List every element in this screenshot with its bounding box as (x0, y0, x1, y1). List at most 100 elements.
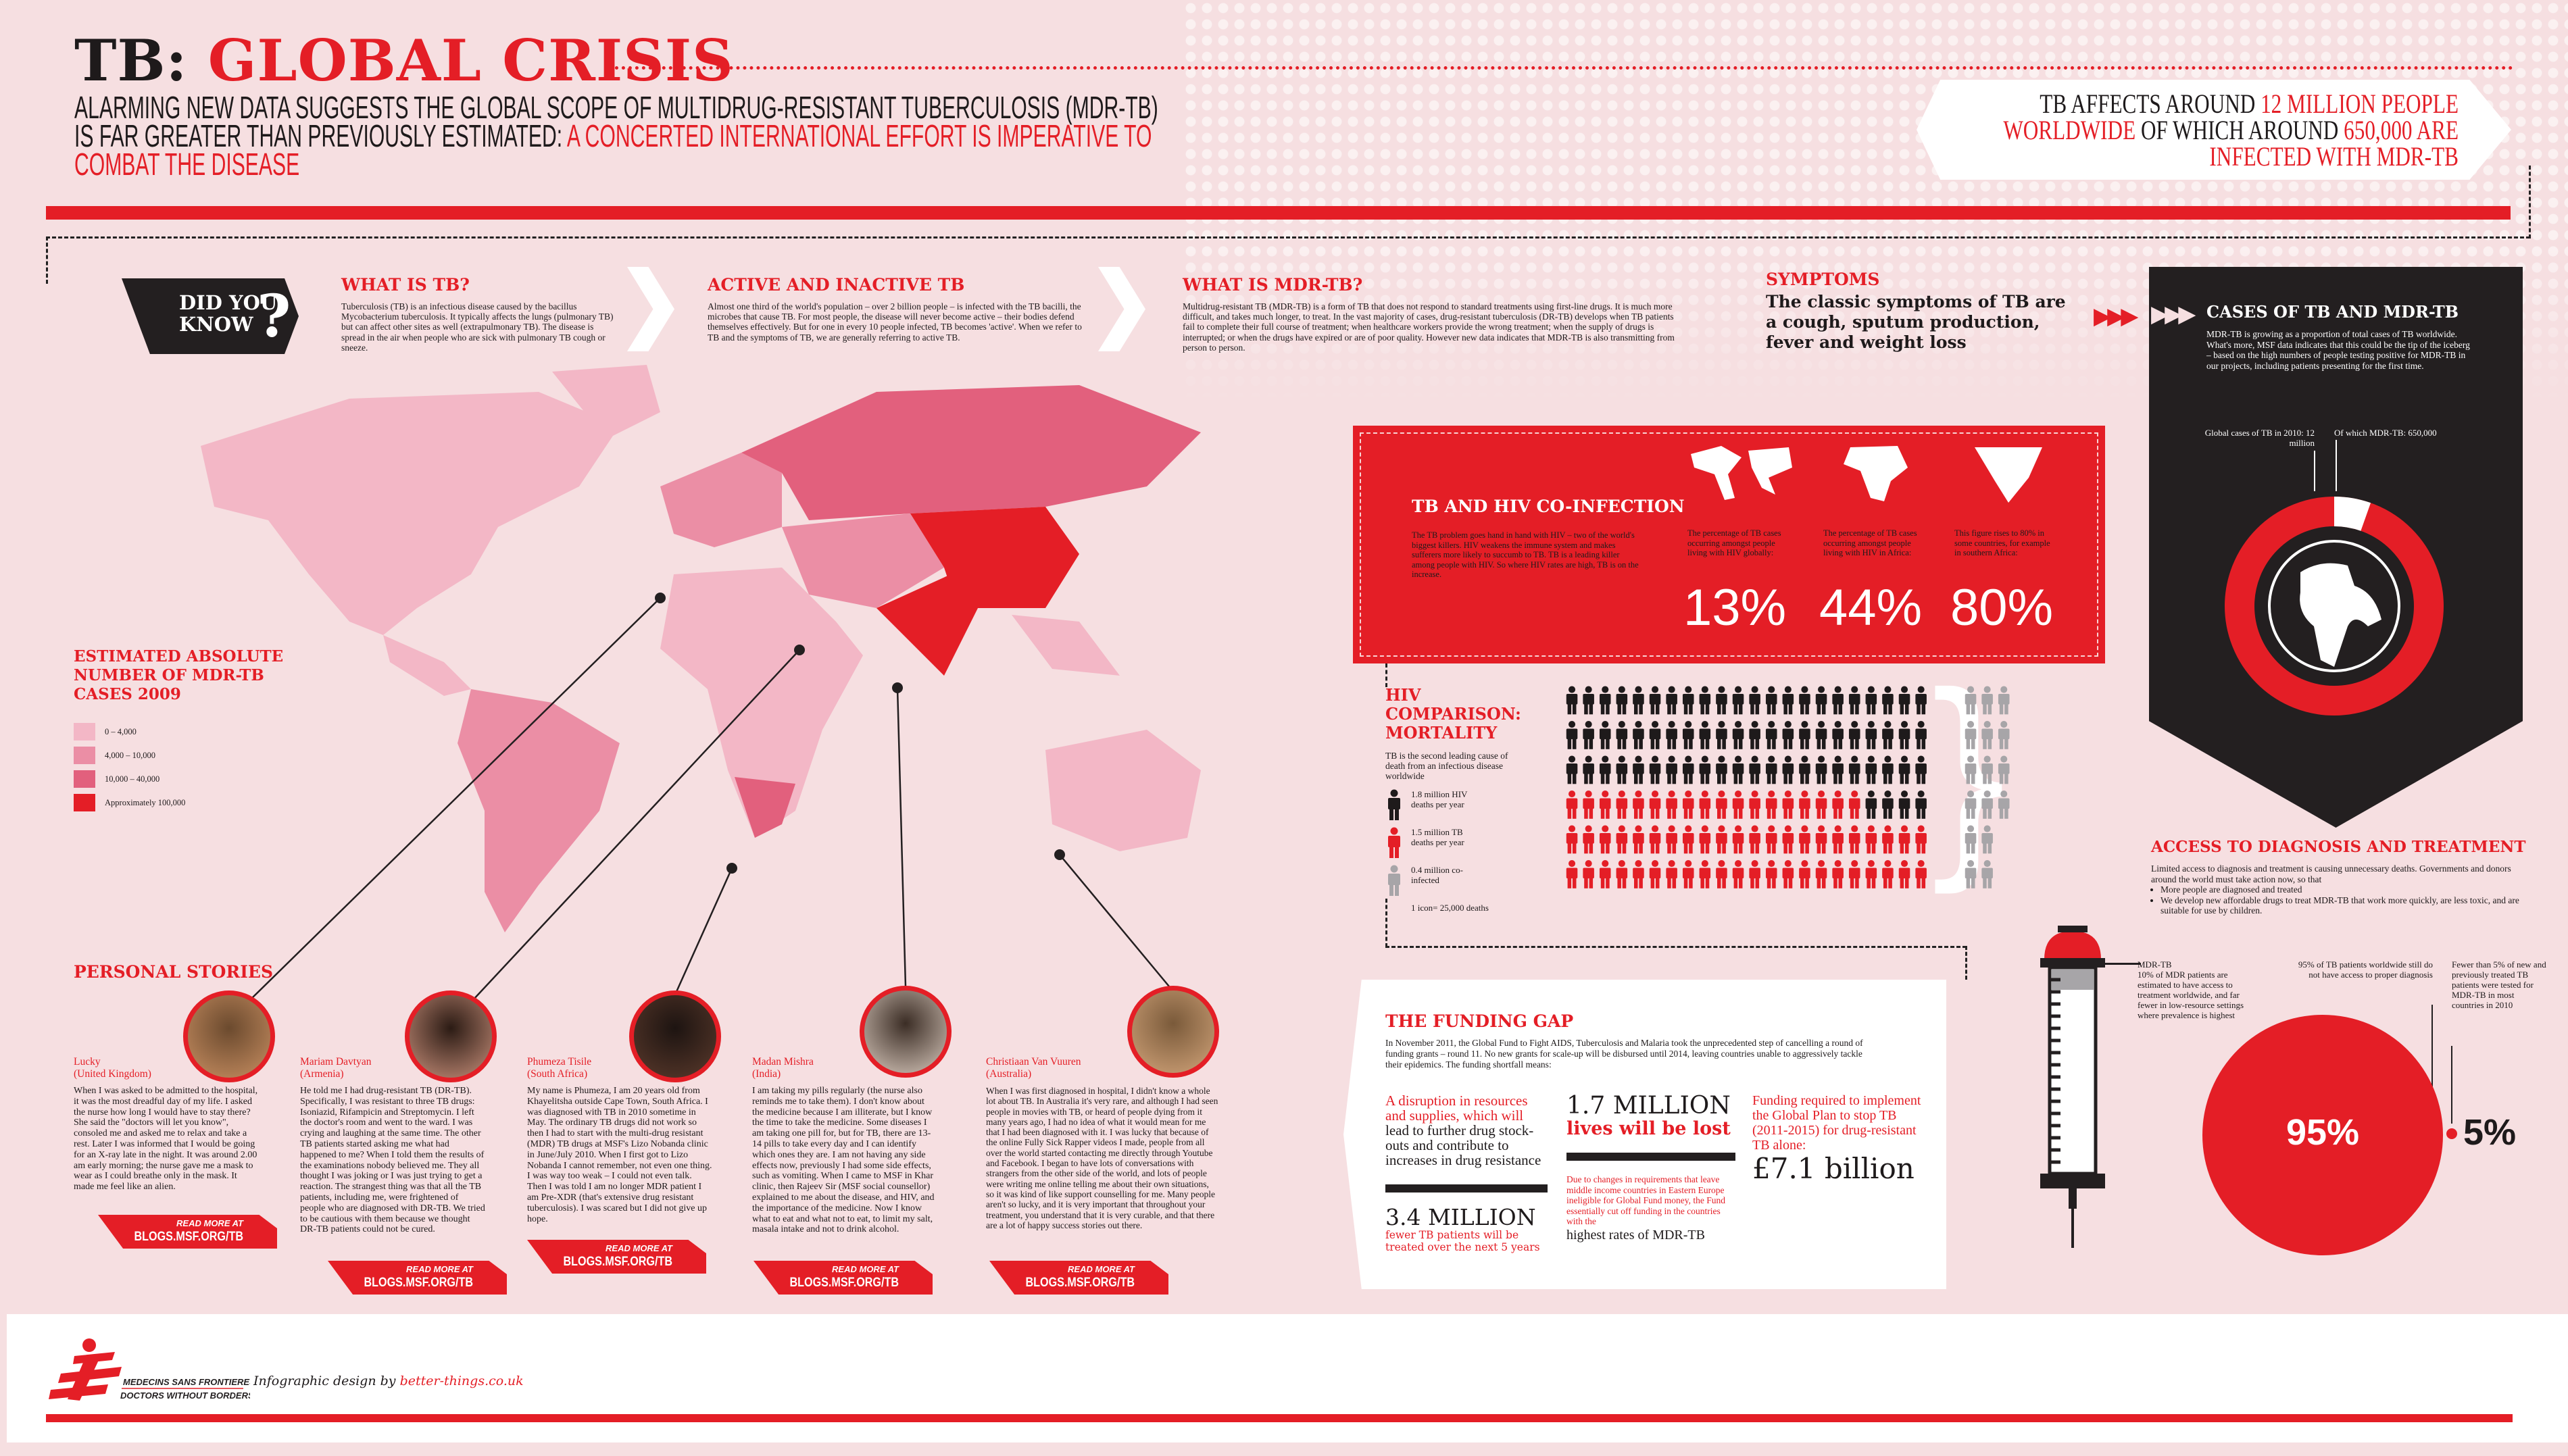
person-icon (1566, 755, 1578, 784)
read-more-link[interactable]: READ MORE AT BLOGS.MSF.ORG/TB (328, 1261, 507, 1295)
person-icon (1965, 859, 1977, 888)
person-icon (1815, 720, 1827, 749)
person-icon (1832, 720, 1844, 749)
header-red-bar (46, 206, 2511, 220)
person-icon (1865, 825, 1877, 854)
story-name: Mariam Davtyan (300, 1056, 372, 1068)
region-north-america (201, 392, 620, 635)
person-icon (1765, 720, 1777, 749)
credit-link[interactable]: better-things.co.uk (399, 1374, 524, 1388)
person-icon (1732, 825, 1744, 854)
coinfection-stat-text: The percentage of TB cases occurring amo… (1823, 528, 1917, 557)
read-more-url[interactable]: BLOGS.MSF.ORG/TB (1025, 1276, 1135, 1290)
funding-col-2: 1.7 MILLION lives will be lost Due to ch… (1566, 1093, 1735, 1243)
person-icon (1633, 686, 1644, 715)
story-text: When I was first diagnosed in hospital, … (986, 1086, 1218, 1230)
read-more-url[interactable]: BLOGS.MSF.ORG/TB (563, 1255, 673, 1269)
region-russia (741, 385, 1201, 520)
mortality-section: HIV COMPARISON: MORTALITY TB is the seco… (1385, 686, 1561, 913)
read-more-url[interactable]: BLOGS.MSF.ORG/TB (789, 1276, 899, 1290)
person-icon (1388, 789, 1400, 820)
person-icon (1749, 825, 1760, 854)
person-icon (1832, 825, 1844, 854)
person-icon (1898, 790, 1910, 819)
person-icon (1965, 825, 1977, 854)
syringe-icon (2040, 926, 2105, 1248)
label-total-cases: Global cases of TB in 2010: 12 million (2204, 428, 2315, 448)
dashed-divider (1385, 899, 1387, 947)
person-icon (1865, 790, 1877, 819)
person-icon (1799, 755, 1810, 784)
mortality-legend-item: 1.8 million HIV deaths per year (1385, 789, 1561, 822)
subtitle: Alarming new data suggests the global sc… (74, 90, 1172, 180)
read-more-link[interactable]: READ MORE AT BLOGS.MSF.ORG/TB (989, 1261, 1168, 1295)
read-more-url[interactable]: BLOGS.MSF.ORG/TB (364, 1276, 474, 1290)
person-icon (1848, 686, 1860, 715)
person-icon (1716, 720, 1727, 749)
person-icon (1633, 825, 1644, 854)
person-icon (1666, 755, 1677, 784)
coinfection-stat-value: 80% (1950, 579, 2054, 636)
person-icon (1583, 720, 1594, 749)
fact-title: ACTIVE AND INACTIVE TB (708, 275, 965, 295)
person-icon (1898, 686, 1910, 715)
southern-africa-icon (1975, 447, 2042, 503)
legend-swatch (74, 747, 95, 764)
read-more-label: READ MORE AT (176, 1218, 243, 1228)
funding-c1-sub: fewer TB patients will be treated over t… (1385, 1229, 1540, 1253)
page-title: TB: GLOBAL CRISIS (74, 27, 734, 94)
fact-what-is-tb: WHAT IS TB? Tuberculosis (TB) is an infe… (341, 276, 615, 353)
mortality-pictogram (1566, 686, 1927, 888)
subtitle-black: Alarming new data suggests the global sc… (74, 90, 1158, 153)
legend-item: 0 – 4,000 (74, 723, 297, 740)
title-prefix: TB: (74, 27, 188, 94)
person-icon (1981, 859, 1993, 888)
dashed-divider (1385, 663, 1387, 687)
person-icon (1848, 859, 1860, 888)
story-text: I am taking my pills regularly (the nurs… (752, 1086, 935, 1235)
read-more-link[interactable]: READ MORE AT BLOGS.MSF.ORG/TB (527, 1240, 706, 1274)
person-icon (1566, 825, 1578, 854)
person-icon (1616, 859, 1628, 888)
person-icon (1749, 755, 1760, 784)
funding-c2-sub: lives will be lost (1566, 1118, 1731, 1139)
person-icon (1716, 790, 1727, 819)
story-country: (Australia) (986, 1068, 1032, 1080)
person-icon (1965, 755, 1977, 784)
dashed-divider (1385, 946, 1967, 948)
person-icon (1765, 686, 1777, 715)
symptoms-title: SYMPTOMS (1766, 270, 1880, 289)
person-icon (1666, 825, 1677, 854)
funding-text: In November 2011, the Global Fund to Fig… (1385, 1038, 1863, 1070)
legend-item: 4,000 – 10,000 (74, 747, 297, 764)
person-icon (1799, 720, 1810, 749)
did-you-know-badge: DID YOU KNOW ? (122, 278, 299, 354)
person-icon (1865, 755, 1877, 784)
person-icon (1732, 686, 1744, 715)
map-legend-title: ESTIMATED ABSOLUTE NUMBER OF MDR-TB CASE… (74, 647, 284, 703)
coinfection-title: TB AND HIV CO-INFECTION (1412, 497, 1685, 516)
read-more-link[interactable]: READ MORE AT BLOGS.MSF.ORG/TB (754, 1261, 933, 1295)
person-icon (1915, 755, 1927, 784)
fact-text: Tuberculosis (TB) is an infectious disea… (341, 301, 614, 353)
funding-c3-big: £7.1 billion (1752, 1152, 1915, 1185)
person-icon (1782, 720, 1794, 749)
story-photo (183, 990, 275, 1082)
coinfection-text: The TB problem goes hand in hand with HI… (1412, 530, 1639, 579)
read-more-link[interactable]: READ MORE AT BLOGS.MSF.ORG/TB (98, 1215, 277, 1249)
banner-text: 12 million people worldwide (2003, 89, 2459, 145)
diagnosis-leader (2431, 1005, 2433, 1096)
person-icon (1765, 790, 1777, 819)
person-icon (1815, 686, 1827, 715)
tested-stat-text: Fewer than 5% of new and previously trea… (2452, 959, 2546, 1010)
coinfection-stat-value: 44% (1819, 579, 1923, 636)
diagnosis-stat-text: 95% of TB patients worldwide still do no… (2298, 959, 2433, 980)
person-icon (1882, 755, 1894, 784)
person-icon (1388, 865, 1400, 896)
read-more-url[interactable]: BLOGS.MSF.ORG/TB (134, 1230, 244, 1244)
story-country: (South Africa) (527, 1068, 588, 1080)
cases-donut-chart (2225, 497, 2444, 716)
dyk-line: KNOW (179, 313, 253, 336)
story-photo (1127, 986, 1219, 1078)
access-bullet: More people are diagnosed and treated (2160, 884, 2529, 895)
